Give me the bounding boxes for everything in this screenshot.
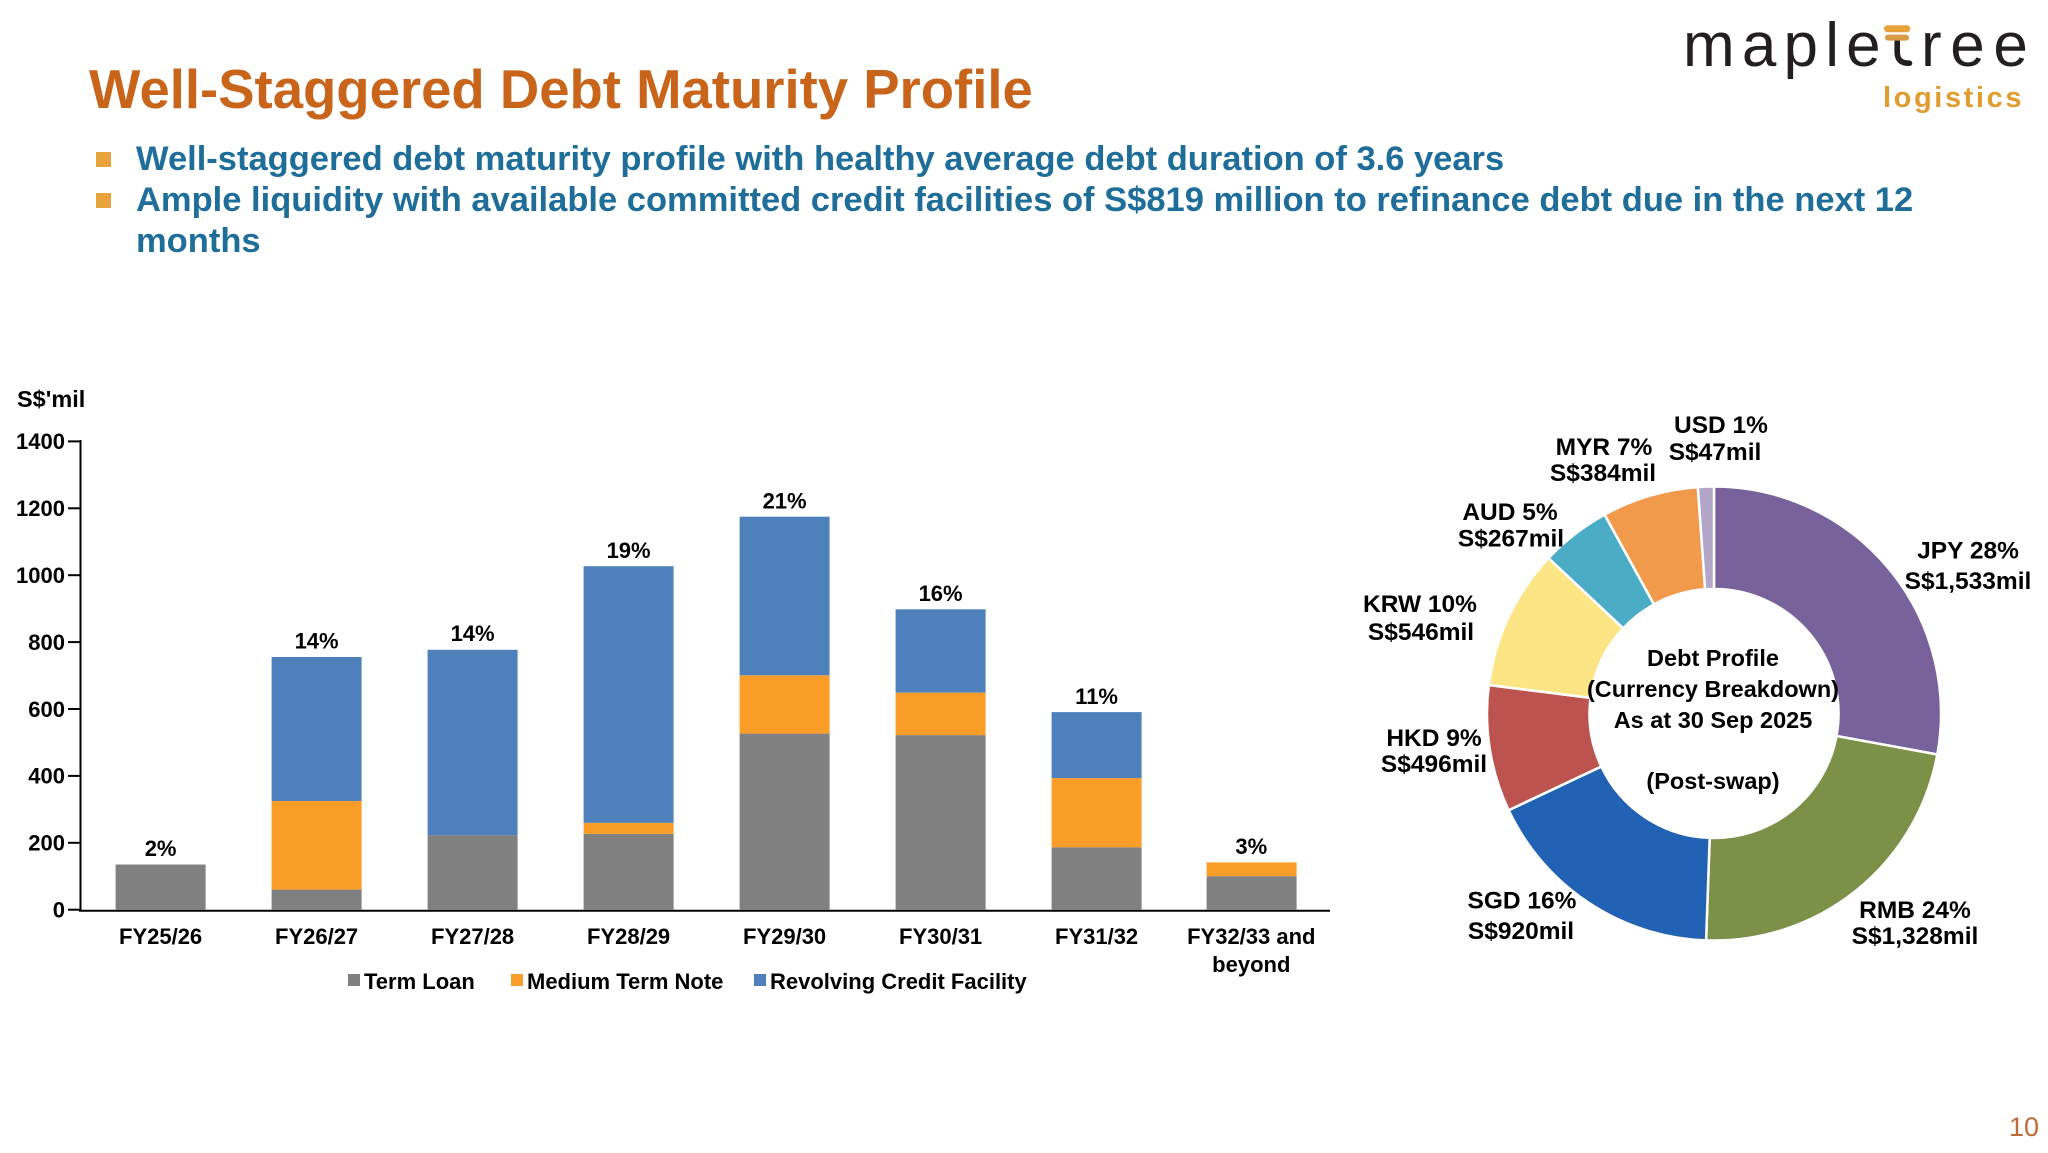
svg-text:0: 0 [53, 898, 65, 923]
svg-text:S$267mil: S$267mil [1458, 526, 1564, 553]
svg-text:As at 30 Sep 2025: As at 30 Sep 2025 [1614, 707, 1813, 733]
svg-text:FY32/33 and: FY32/33 and [1187, 924, 1315, 949]
svg-text:MYR 7%: MYR 7% [1556, 434, 1653, 461]
svg-text:14%: 14% [295, 628, 339, 653]
svg-text:JPY 28%: JPY 28% [1917, 538, 2019, 565]
svg-text:S$47mil: S$47mil [1669, 439, 1762, 466]
svg-text:1200: 1200 [16, 496, 65, 521]
svg-text:FY30/31: FY30/31 [899, 924, 982, 949]
svg-text:SGD 16%: SGD 16% [1468, 888, 1577, 915]
svg-text:600: 600 [28, 697, 65, 722]
svg-text:FY28/29: FY28/29 [587, 924, 670, 949]
svg-text:S$1,533mil: S$1,533mil [1905, 568, 2032, 595]
svg-text:RMB 24%: RMB 24% [1859, 897, 1971, 924]
svg-text:S$496mil: S$496mil [1381, 751, 1487, 778]
svg-text:(Currency Breakdown): (Currency Breakdown) [1587, 676, 1839, 702]
svg-text:400: 400 [28, 764, 65, 789]
svg-text:1000: 1000 [16, 563, 65, 588]
svg-text:logistics: logistics [1883, 82, 2024, 114]
svg-text:S$1,328mil: S$1,328mil [1852, 923, 1979, 950]
svg-text:Debt Profile: Debt Profile [1647, 645, 1779, 671]
svg-text:HKD 9%: HKD 9% [1386, 725, 1482, 752]
svg-text:Medium Term Note: Medium Term Note [527, 969, 723, 994]
svg-text:3%: 3% [1235, 834, 1267, 859]
svg-text:KRW 10%: KRW 10% [1363, 591, 1477, 618]
svg-text:Term Loan: Term Loan [364, 969, 475, 994]
svg-text:maple: maple [1683, 11, 1888, 80]
svg-text:ree: ree [1921, 11, 2036, 80]
svg-text:S$546mil: S$546mil [1368, 619, 1474, 646]
svg-text:FY26/27: FY26/27 [275, 924, 358, 949]
svg-text:200: 200 [28, 831, 65, 856]
svg-text:(Post-swap): (Post-swap) [1646, 768, 1779, 794]
svg-text:16%: 16% [919, 581, 963, 606]
svg-text:FY31/32: FY31/32 [1055, 924, 1138, 949]
svg-text:21%: 21% [763, 489, 807, 514]
svg-text:FY29/30: FY29/30 [743, 924, 826, 949]
svg-text:S$384mil: S$384mil [1550, 460, 1656, 487]
svg-text:14%: 14% [451, 621, 495, 646]
svg-text:FY25/26: FY25/26 [119, 924, 202, 949]
svg-text:Revolving Credit Facility: Revolving Credit Facility [770, 969, 1027, 994]
svg-text:1400: 1400 [16, 429, 65, 454]
svg-text:beyond: beyond [1212, 952, 1290, 977]
svg-text:800: 800 [28, 630, 65, 655]
svg-text:11%: 11% [1075, 684, 1118, 709]
svg-text:19%: 19% [607, 538, 651, 563]
svg-text:S$'mil: S$'mil [17, 386, 85, 412]
svg-text:AUD 5%: AUD 5% [1462, 499, 1558, 526]
svg-text:2%: 2% [145, 836, 177, 861]
svg-text:USD 1%: USD 1% [1674, 412, 1768, 439]
svg-text:FY27/28: FY27/28 [431, 924, 514, 949]
svg-text:S$920mil: S$920mil [1468, 918, 1574, 945]
